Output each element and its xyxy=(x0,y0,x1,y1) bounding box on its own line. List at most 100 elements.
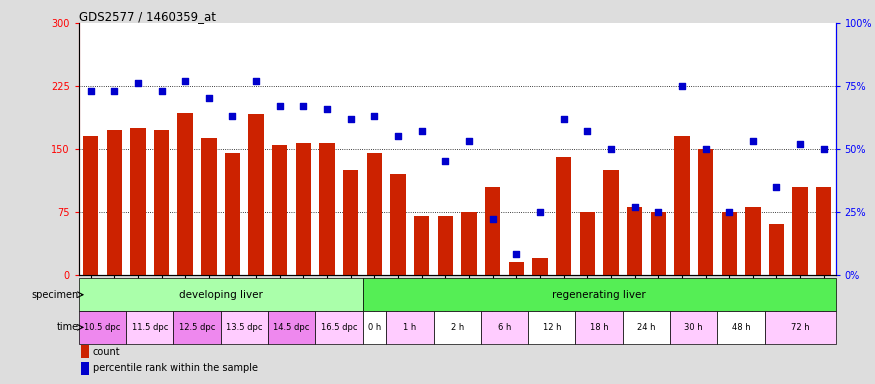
Point xyxy=(746,138,760,144)
Bar xyxy=(485,187,500,275)
Bar xyxy=(650,212,666,275)
Text: 6 h: 6 h xyxy=(498,323,511,332)
Text: count: count xyxy=(93,347,121,357)
Bar xyxy=(390,174,406,275)
Bar xyxy=(532,258,548,275)
Bar xyxy=(367,153,382,275)
Text: developing liver: developing liver xyxy=(178,290,262,300)
Bar xyxy=(623,311,670,344)
Point xyxy=(486,216,500,222)
Point xyxy=(249,78,263,84)
Point xyxy=(320,106,334,112)
Point xyxy=(604,146,618,152)
Text: 18 h: 18 h xyxy=(590,323,608,332)
Point xyxy=(344,116,358,122)
Point xyxy=(793,141,807,147)
Text: percentile rank within the sample: percentile rank within the sample xyxy=(93,363,258,373)
Point xyxy=(722,209,736,215)
Bar xyxy=(746,207,760,275)
Point xyxy=(509,252,523,258)
Point xyxy=(297,103,311,109)
Point xyxy=(202,96,216,102)
Bar xyxy=(508,262,524,275)
Text: 16.5 dpc: 16.5 dpc xyxy=(320,323,357,332)
Point xyxy=(580,128,594,134)
Bar xyxy=(670,311,718,344)
Text: 14.5 dpc: 14.5 dpc xyxy=(273,323,310,332)
Bar xyxy=(603,170,619,275)
Text: 0 h: 0 h xyxy=(368,323,381,332)
Bar xyxy=(528,311,576,344)
Text: 24 h: 24 h xyxy=(637,323,655,332)
Bar xyxy=(178,113,192,275)
Point xyxy=(131,80,145,86)
Point xyxy=(108,88,122,94)
Text: 12 h: 12 h xyxy=(542,323,561,332)
Bar xyxy=(296,143,311,275)
Bar xyxy=(315,311,362,344)
Text: specimen: specimen xyxy=(31,290,79,300)
Bar xyxy=(579,212,595,275)
Text: GDS2577 / 1460359_at: GDS2577 / 1460359_at xyxy=(79,10,216,23)
Bar xyxy=(225,153,240,275)
Point xyxy=(698,146,712,152)
Bar xyxy=(81,362,89,375)
Bar xyxy=(698,149,713,275)
Bar xyxy=(386,311,433,344)
Point xyxy=(155,88,169,94)
Bar xyxy=(272,145,288,275)
Bar xyxy=(816,187,831,275)
Text: 30 h: 30 h xyxy=(684,323,703,332)
Point xyxy=(675,83,689,89)
Bar xyxy=(438,216,453,275)
Bar xyxy=(433,311,481,344)
Text: 10.5 dpc: 10.5 dpc xyxy=(84,323,121,332)
Bar xyxy=(248,114,264,275)
Point xyxy=(651,209,665,215)
Bar xyxy=(319,143,335,275)
Bar xyxy=(362,278,836,311)
Bar xyxy=(201,138,216,275)
Text: 1 h: 1 h xyxy=(403,323,416,332)
Point xyxy=(556,116,570,122)
Bar xyxy=(718,311,765,344)
Bar xyxy=(765,311,836,344)
Bar xyxy=(81,345,89,358)
Bar xyxy=(793,187,808,275)
Bar xyxy=(79,311,126,344)
Text: time: time xyxy=(57,322,79,333)
Point xyxy=(178,78,192,84)
Bar xyxy=(461,212,477,275)
Text: 13.5 dpc: 13.5 dpc xyxy=(226,323,262,332)
Bar xyxy=(769,224,784,275)
Bar xyxy=(343,170,359,275)
Bar xyxy=(107,130,122,275)
Point xyxy=(368,113,382,119)
Point xyxy=(462,138,476,144)
Point xyxy=(273,103,287,109)
Bar xyxy=(220,311,268,344)
Bar xyxy=(414,216,430,275)
Point xyxy=(533,209,547,215)
Point xyxy=(226,113,240,119)
Point xyxy=(84,88,98,94)
Text: 2 h: 2 h xyxy=(451,323,464,332)
Point xyxy=(415,128,429,134)
Bar xyxy=(675,136,690,275)
Text: 12.5 dpc: 12.5 dpc xyxy=(178,323,215,332)
Point xyxy=(438,158,452,164)
Text: 11.5 dpc: 11.5 dpc xyxy=(131,323,168,332)
Bar xyxy=(83,136,98,275)
Point xyxy=(816,146,830,152)
Point xyxy=(391,133,405,139)
Bar xyxy=(481,311,528,344)
Text: 72 h: 72 h xyxy=(791,323,809,332)
Bar xyxy=(626,207,642,275)
Bar xyxy=(268,311,315,344)
Point xyxy=(769,184,783,190)
Bar xyxy=(362,311,386,344)
Bar xyxy=(154,130,169,275)
Bar xyxy=(126,311,173,344)
Bar xyxy=(556,157,571,275)
Bar xyxy=(722,212,737,275)
